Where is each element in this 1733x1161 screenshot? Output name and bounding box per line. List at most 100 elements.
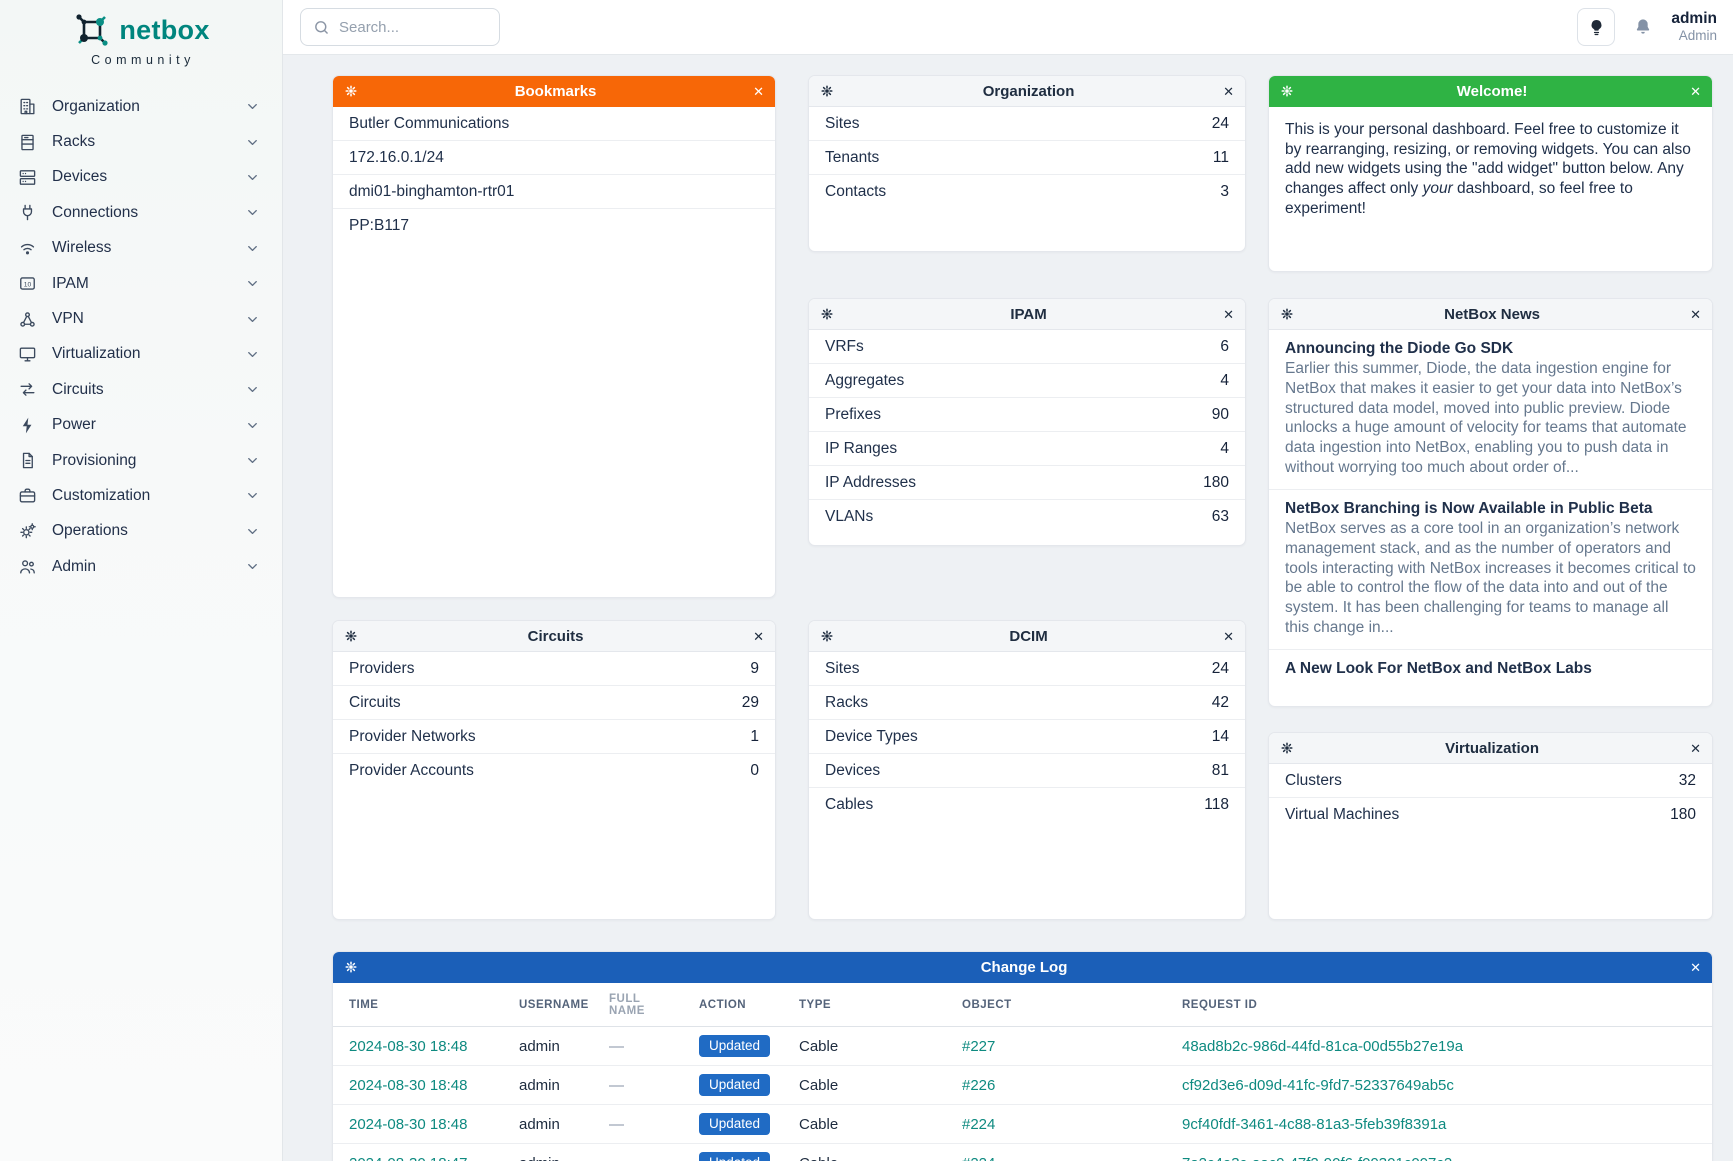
search-box[interactable] (300, 8, 500, 46)
stat-label[interactable]: Circuits (349, 693, 401, 711)
widget-config-gear-icon[interactable] (820, 84, 834, 98)
stat-value: 4 (1220, 371, 1229, 389)
stat-label[interactable]: VRFs (825, 337, 864, 355)
changelog-row: 2024-08-30 18:48 admin — Updated Cable #226 cf… (333, 1065, 1712, 1105)
user-area: admin Admin (1577, 8, 1717, 46)
stat-label[interactable]: Provider Accounts (349, 761, 474, 779)
change-request-id-link[interactable]: 9cf40fdf-3461-4c88-81a3-5feb39f8391a (1182, 1115, 1447, 1133)
sidebar-item-devices[interactable]: Devices (0, 160, 282, 195)
widget-close-icon[interactable]: ✕ (1223, 628, 1234, 644)
widget-close-icon[interactable]: ✕ (1690, 740, 1701, 756)
stat-label[interactable]: Devices (825, 761, 881, 779)
sidebar-item-virtualization[interactable]: Virtualization (0, 337, 282, 372)
notifications-bell-icon[interactable] (1633, 17, 1653, 37)
change-object-link[interactable]: #224 (962, 1115, 996, 1133)
bookmark-item[interactable]: 172.16.0.1/24 (333, 141, 775, 175)
widget-config-gear-icon[interactable] (344, 629, 358, 643)
widget-close-icon[interactable]: ✕ (1223, 306, 1234, 322)
stat-label[interactable]: Aggregates (825, 371, 905, 389)
stat-label[interactable]: Cables (825, 795, 874, 813)
news-item-title[interactable]: A New Look For NetBox and NetBox Labs (1285, 659, 1592, 677)
stat-label[interactable]: Clusters (1285, 771, 1342, 789)
widget-close-icon[interactable]: ✕ (1690, 83, 1701, 99)
search-input[interactable] (339, 18, 487, 36)
change-username: admin (519, 1076, 560, 1094)
stat-label[interactable]: Device Types (825, 727, 918, 745)
change-type: Cable (799, 1115, 839, 1133)
stat-value: 180 (1203, 473, 1229, 491)
stat-label[interactable]: Sites (825, 659, 860, 677)
stat-label[interactable]: IP Addresses (825, 473, 917, 491)
sidebar-item-label: Wireless (52, 239, 112, 257)
changelog-table: TIME USERNAME FULL NAME ACTION TYPE OBJECT REQ… (333, 983, 1712, 1161)
widget-close-icon[interactable]: ✕ (753, 83, 764, 99)
widget-close-icon[interactable]: ✕ (1223, 83, 1234, 99)
sidebar-item-organization[interactable]: Organization (0, 89, 282, 124)
document-icon (18, 451, 37, 470)
bolt-icon (18, 416, 37, 435)
stat-label[interactable]: IP Ranges (825, 439, 898, 457)
stat-value: 32 (1678, 771, 1696, 789)
sidebar-item-vpn[interactable]: VPN (0, 301, 282, 336)
stat-value: 90 (1211, 405, 1229, 423)
stat-label[interactable]: Providers (349, 659, 415, 677)
widget-config-gear-icon[interactable] (1280, 84, 1294, 98)
brand-name[interactable]: netbox (119, 14, 210, 45)
stat-value: 4 (1220, 439, 1229, 457)
change-time-link[interactable]: 2024-08-30 18:48 (349, 1037, 468, 1055)
stat-label[interactable]: Contacts (825, 182, 887, 200)
widget-config-gear-icon[interactable] (820, 629, 834, 643)
widget-close-icon[interactable]: ✕ (1690, 959, 1701, 975)
change-object-link[interactable]: #224 (962, 1155, 995, 1161)
sidebar-item-wireless[interactable]: Wireless (0, 231, 282, 266)
widget-config-gear-icon[interactable] (344, 960, 358, 974)
change-time-link[interactable]: 2024-08-30 18:48 (349, 1076, 468, 1094)
stat-label[interactable]: VLANs (825, 507, 874, 525)
sidebar-item-admin[interactable]: Admin (0, 549, 282, 584)
stat-label[interactable]: Racks (825, 693, 869, 711)
widget-config-gear-icon[interactable] (1280, 741, 1294, 755)
news-item-title[interactable]: NetBox Branching is Now Available in Pub… (1285, 499, 1653, 517)
stat-label[interactable]: Tenants (825, 148, 880, 166)
sidebar-item-operations[interactable]: Operations (0, 514, 282, 549)
stat-label[interactable]: Virtual Machines (1285, 805, 1400, 823)
sidebar-item-racks[interactable]: Racks (0, 124, 282, 159)
sidebar-item-customization[interactable]: Customization (0, 478, 282, 513)
bookmark-item[interactable]: Butler Communications (333, 107, 775, 141)
change-request-id-link[interactable]: cf92d3e6-d09d-41fc-9fd7-52337649ab5c (1182, 1076, 1454, 1094)
stat-label[interactable]: Provider Networks (349, 727, 476, 745)
change-time-link[interactable]: 2024-08-30 18:48 (349, 1115, 468, 1133)
sidebar-item-label: Operations (52, 522, 128, 540)
widget-body: Sites 24 Racks 42 Device Types 14 Devices 81 Cab… (809, 652, 1245, 821)
user-name: admin (1671, 9, 1717, 27)
bookmark-item[interactable]: dmi01-binghamton-rtr01 (333, 175, 775, 209)
column-header-username: USERNAME (503, 983, 593, 1027)
change-object-link[interactable]: #227 (962, 1037, 996, 1055)
stat-label[interactable]: Prefixes (825, 405, 881, 423)
theme-toggle-button[interactable] (1577, 8, 1616, 46)
stat-label[interactable]: Sites (825, 114, 860, 132)
widget-title: Bookmarks (514, 82, 597, 100)
sidebar-item-connections[interactable]: Connections (0, 195, 282, 230)
sidebar-item-ipam[interactable]: 10 IPAM (0, 266, 282, 301)
search-icon (315, 20, 329, 34)
stat-row: Provider Networks 1 (333, 720, 775, 754)
sidebar-item-provisioning[interactable]: Provisioning (0, 443, 282, 478)
stat-row: Virtual Machines 180 (1269, 798, 1712, 831)
widget-body: Providers 9 Circuits 29 Provider Networks 1 Pr… (333, 652, 775, 787)
change-time-link[interactable]: 2024-08-30 18:47 (349, 1155, 467, 1161)
widget-config-gear-icon[interactable] (344, 84, 358, 98)
change-request-id-link[interactable]: 7a2c4e3c-aac9-47f2-90f6-f09301c007c2 (1182, 1155, 1452, 1161)
widget-close-icon[interactable]: ✕ (1690, 306, 1701, 322)
user-menu[interactable]: admin Admin (1671, 10, 1717, 45)
news-item-title[interactable]: Announcing the Diode Go SDK (1285, 340, 1514, 357)
bookmark-item[interactable]: PP:B117 (333, 209, 775, 242)
sidebar-item-circuits[interactable]: Circuits (0, 372, 282, 407)
change-request-id-link[interactable]: 48ad8b2c-986d-44fd-81ca-00d55b27e19a (1182, 1037, 1464, 1055)
stat-row: Device Types 14 (809, 720, 1245, 754)
sidebar-item-power[interactable]: Power (0, 408, 282, 443)
widget-config-gear-icon[interactable] (820, 307, 834, 321)
change-object-link[interactable]: #226 (962, 1076, 996, 1094)
widget-close-icon[interactable]: ✕ (753, 628, 764, 644)
widget-config-gear-icon[interactable] (1280, 307, 1294, 321)
